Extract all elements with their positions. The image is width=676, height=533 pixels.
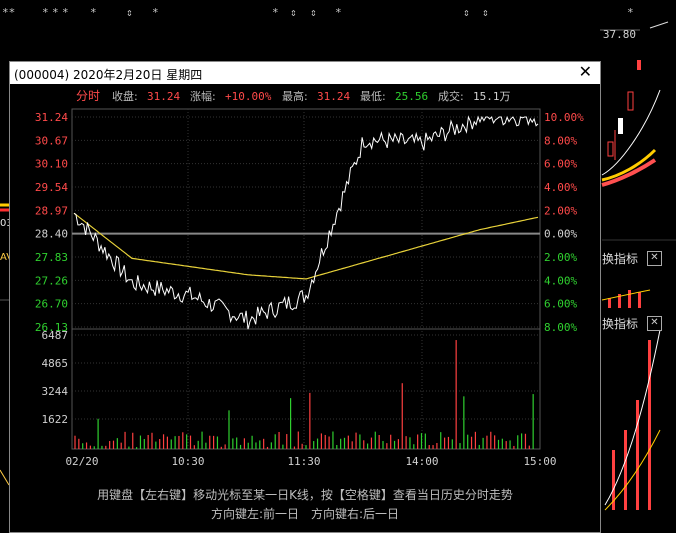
pct-tick-label: 0.00%	[544, 228, 577, 241]
info-label: 涨幅:	[190, 90, 216, 103]
intraday-chart[interactable]: 分时 收盘: 31.24 涨幅: +10.00% 最高: 31.24 最低: 25.56 成交: 1…	[10, 84, 600, 479]
pct-tick-label: 10.00%	[544, 111, 584, 124]
price-line	[73, 115, 539, 330]
indicator-switch-label[interactable]: 换指标	[602, 252, 639, 266]
top-marker-row: ** * * * * ⇕ * * ⇕ ⇕ * ⇕ ⇕ *	[0, 2, 676, 20]
info-value: 25.56	[395, 90, 428, 103]
close-icon[interactable]: ✕	[578, 62, 592, 81]
pct-tick-label: 2.00%	[544, 251, 577, 264]
right-price-label: 37.80	[602, 28, 636, 41]
info-label: 收盘:	[112, 89, 138, 103]
indicator-switch-label[interactable]: 换指标	[602, 317, 639, 331]
info-value: 31.24	[147, 90, 180, 103]
marker: *	[627, 6, 634, 19]
price-tick-label: 26.13	[35, 321, 68, 334]
dialog-title-bar[interactable]: (000004) 2020年2月20日 星期四 ✕	[10, 62, 600, 84]
time-tick-label: 11:30	[287, 455, 320, 468]
price-tick-label: 27.26	[35, 274, 68, 287]
marker: *	[62, 6, 69, 19]
info-label: 成交:	[438, 89, 464, 103]
panel-close-icon[interactable]: ✕	[647, 251, 662, 266]
pct-tick-label: 8.00%	[544, 134, 577, 147]
volume-tick-label: 1622	[42, 413, 69, 426]
price-tick-label: 30.67	[35, 134, 68, 147]
marker: *	[90, 6, 97, 19]
price-tick-label: 27.83	[35, 251, 68, 264]
info-value: 31.24	[317, 90, 350, 103]
time-tick-label: 02/20	[65, 455, 98, 468]
marker: *	[152, 6, 159, 19]
info-label: 最高:	[282, 89, 308, 103]
left-label: AV	[0, 252, 14, 263]
dialog-title: (000004) 2020年2月20日 星期四	[14, 68, 203, 82]
marker: *	[52, 6, 59, 19]
marker: *	[42, 6, 49, 19]
marker: ⇕	[463, 6, 470, 19]
panel-close-icon[interactable]: ✕	[647, 316, 662, 331]
info-value: +10.00%	[225, 90, 272, 103]
marker: ⇕	[310, 6, 317, 19]
chart-mode-label: 分时	[76, 89, 100, 103]
marker: *	[272, 6, 279, 19]
volume-tick-label: 4865	[42, 357, 69, 370]
price-tick-label: 26.70	[35, 298, 68, 311]
marker: *	[335, 6, 342, 19]
pct-tick-label: 4.00%	[544, 274, 577, 287]
pct-tick-label: 6.00%	[544, 158, 577, 171]
volume-tick-label: 6487	[42, 329, 69, 342]
time-tick-label: 14:00	[405, 455, 438, 468]
time-tick-label: 10:30	[171, 455, 204, 468]
time-tick-label: 15:00	[523, 455, 556, 468]
price-tick-label: 30.10	[35, 158, 68, 171]
average-price-line	[73, 212, 539, 280]
info-value: 15.1万	[473, 90, 511, 103]
price-tick-label: 29.54	[35, 181, 68, 194]
pct-tick-label: 2.00%	[544, 204, 577, 217]
pct-tick-label: 6.00%	[544, 298, 577, 311]
hint-line-1: 用键盘【左右键】移动光标至某一日K线，按【空格键】查看当日历史分时走势	[97, 488, 513, 502]
marker: ⇕	[126, 6, 133, 19]
price-tick-label: 28.40	[35, 228, 68, 241]
left-label: 03	[0, 218, 13, 229]
info-label: 最低:	[360, 90, 386, 103]
hint-line-2: 方向键左:前一日 方向键右:后一日	[210, 507, 400, 521]
history-intraday-dialog: (000004) 2020年2月20日 星期四 ✕ 分时 收盘: 31.24 涨幅: +…	[9, 61, 601, 533]
marker: ⇕	[482, 6, 489, 19]
marker: ⇕	[290, 6, 297, 19]
price-tick-label: 28.97	[35, 204, 68, 217]
pct-tick-label: 8.00%	[544, 321, 577, 334]
marker: **	[2, 6, 16, 19]
price-tick-label: 31.24	[35, 111, 68, 124]
pct-tick-label: 4.00%	[544, 181, 577, 194]
volume-tick-label: 3244	[42, 385, 69, 398]
